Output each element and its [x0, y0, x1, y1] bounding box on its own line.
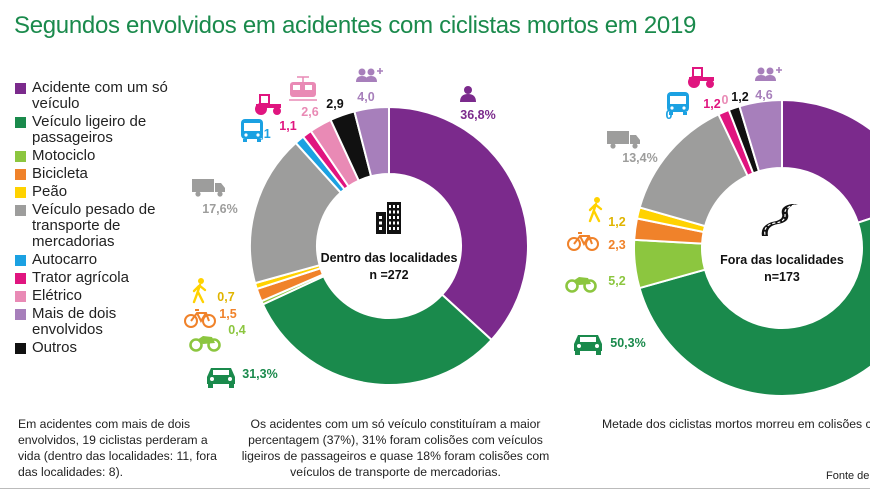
bus-icon	[241, 119, 263, 142]
legend-item: Bicicleta	[15, 166, 180, 182]
slice-label: 1,2	[731, 90, 748, 104]
legend-label: Autocarro	[32, 251, 98, 268]
legend-label: Veículo ligeiro de passageiros	[32, 113, 147, 146]
road-icon	[761, 204, 798, 236]
slice-label: 36,8%	[460, 108, 495, 122]
donut-center-total: n=173	[764, 270, 800, 284]
legend: Acidente com um só veículo Veículo ligei…	[15, 80, 180, 358]
donut-center	[704, 170, 860, 326]
bus-icon	[667, 92, 689, 115]
group-icon	[356, 68, 383, 82]
motorcycle-icon	[189, 336, 221, 352]
slice-label: 4,6	[755, 88, 772, 102]
legend-label: Peão	[32, 183, 68, 200]
pedestrian-icon	[192, 278, 207, 304]
legend-item: Autocarro	[15, 252, 180, 268]
legend-item: Veículo ligeiro de passageiros	[15, 114, 180, 146]
legend-swatch	[15, 117, 26, 128]
legend-item: Motociclo	[15, 148, 180, 164]
note-middle: Os acidentes com um só veículo constituí…	[241, 417, 550, 479]
slice-label: 0,7	[217, 290, 234, 304]
slice-label: 1,5	[219, 307, 236, 321]
legend-label: Acidente com um só veículo	[32, 79, 168, 112]
chart-title: Segundos envolvidos em acidentes com cic…	[14, 12, 697, 39]
legend-label: Veículo pesado de transporte de mercador…	[32, 201, 156, 250]
slice-label: 0	[722, 93, 729, 107]
donut-slice	[388, 105, 529, 342]
legend-swatch	[15, 291, 26, 302]
legend-label: Trator agrícola	[32, 269, 129, 286]
pedestrian-icon	[588, 197, 603, 223]
slice-label: 50,3%	[610, 336, 645, 350]
source-credit: Fonte de dados	[826, 470, 870, 482]
slice-label: 1,2	[608, 215, 625, 229]
car-icon	[207, 368, 235, 388]
donut-slice	[781, 98, 870, 224]
legend-label: Elétrico	[32, 287, 83, 304]
truck-icon	[192, 179, 225, 197]
legend-swatch	[15, 169, 26, 180]
donut-center-title: Dentro das localidades	[321, 251, 458, 265]
legend-swatch	[15, 255, 26, 266]
donut-slice	[638, 217, 870, 398]
slice-label: 4,0	[357, 90, 374, 104]
legend-swatch	[15, 343, 26, 354]
donut-center-total: n =272	[369, 268, 408, 282]
legend-item: Veículo pesado de transporte de mercador…	[15, 202, 180, 250]
building-icon	[376, 202, 401, 234]
legend-item: Acidente com um só veículo	[15, 80, 180, 112]
legend-swatch	[15, 205, 26, 216]
slice-label: 31,3%	[242, 367, 277, 381]
slice-label: 1,2	[703, 97, 720, 111]
legend-swatch	[15, 83, 26, 94]
donut-center-title: Fora das localidades	[720, 253, 844, 267]
bicycle-icon	[567, 232, 599, 251]
slice-label: 0,4	[228, 323, 245, 337]
donut-chart-inside: Dentro das localidades n =272 36,8% 31,3% 0,…	[184, 68, 529, 388]
bicycle-icon	[184, 309, 216, 328]
bottom-rule	[0, 488, 870, 489]
tractor-icon	[255, 94, 281, 115]
legend-swatch	[15, 309, 26, 320]
legend-item: Outros	[15, 340, 180, 356]
slice-label: 13,4%	[622, 151, 657, 165]
legend-item: Peão	[15, 184, 180, 200]
slice-label: 2,9	[326, 97, 343, 111]
tractor-icon	[688, 67, 714, 88]
slice-label: 17,6%	[202, 202, 237, 216]
donut-slice	[261, 274, 493, 386]
note-right: Metade dos ciclistas mortos morreu em co…	[602, 417, 870, 431]
tram-icon	[289, 76, 317, 101]
legend-label: Bicicleta	[32, 165, 88, 182]
slice-label: 2,3	[608, 238, 625, 252]
legend-label: Mais de dois envolvidos	[32, 305, 117, 338]
truck-icon	[607, 131, 640, 149]
group-icon	[755, 67, 782, 81]
slice-label: 5,2	[608, 274, 625, 288]
legend-label: Outros	[32, 339, 78, 356]
slice-label: 2,6	[301, 105, 318, 119]
donut-slice	[738, 98, 783, 173]
legend-label: Motociclo	[32, 147, 96, 164]
note-left: Em acidentes com mais de dois envolvidos…	[18, 417, 217, 479]
donut-slice	[353, 105, 390, 178]
legend-swatch	[15, 151, 26, 162]
slice-label: 1,1	[279, 119, 296, 133]
legend-item: Mais de dois envolvidos	[15, 306, 180, 338]
legend-item: Elétrico	[15, 288, 180, 304]
legend-item: Trator agrícola	[15, 270, 180, 286]
donut-chart-outside: Fora das localidades n=173 50,3% 5,2 2,3 1,2 1…	[565, 67, 870, 398]
car-icon	[574, 335, 602, 355]
legend-swatch	[15, 187, 26, 198]
person-icon	[460, 86, 476, 102]
motorcycle-icon	[565, 277, 597, 293]
donut-center	[319, 176, 459, 316]
legend-swatch	[15, 273, 26, 284]
